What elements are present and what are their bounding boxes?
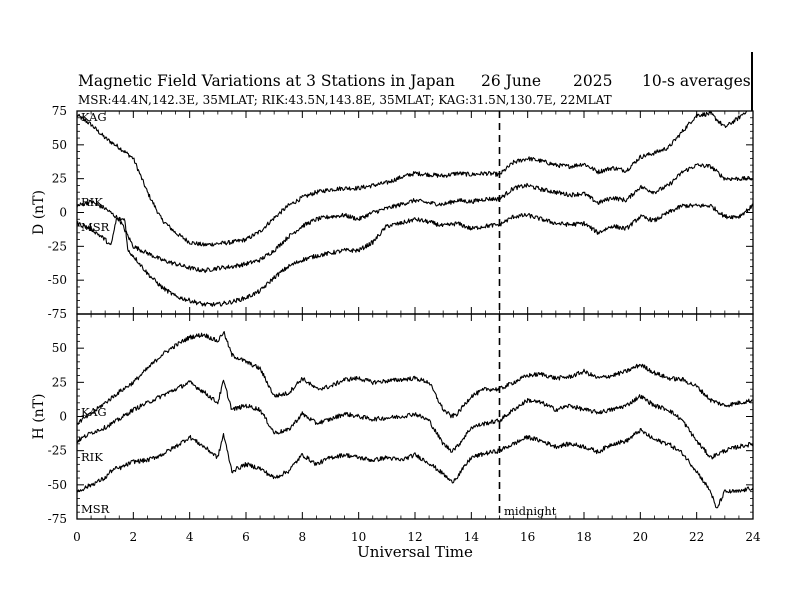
- d-label-msr: MSR: [81, 220, 110, 234]
- series-line-d-rik: [76, 163, 754, 274]
- h-label-rik: RIK: [81, 450, 103, 464]
- x-tick-label: 2: [130, 530, 138, 544]
- title-date: 26 June: [481, 72, 542, 90]
- x-tick-label: 6: [242, 530, 250, 544]
- x-tick-label: 4: [186, 530, 194, 544]
- y-axis-label: H (nT): [31, 394, 47, 440]
- station-info: MSR:44.4N,142.3E, 35MLAT; RIK:43.5N,143.…: [78, 93, 612, 107]
- panel-frame-d: [76, 110, 754, 315]
- x-tick-label: 12: [407, 530, 422, 544]
- series-line-h-kag: [76, 331, 754, 426]
- y-tick-label: -25: [48, 444, 67, 458]
- series-line-h-rik: [76, 379, 754, 460]
- title-text: Magnetic Field Variations at 3 Stations …: [78, 72, 455, 90]
- y-axis-label: D (nT): [31, 190, 47, 235]
- d-label-rik: RIK: [81, 195, 103, 209]
- y-tick-label: 75: [52, 104, 67, 118]
- y-tick-label: 50: [52, 138, 67, 152]
- h-label-kag: KAG: [81, 405, 107, 419]
- title-year: 2025: [573, 72, 613, 90]
- y-tick-label: 50: [52, 341, 67, 355]
- d-label-kag: KAG: [81, 110, 107, 124]
- x-tick-label: 10: [351, 530, 366, 544]
- y-tick-label: -75: [48, 512, 67, 526]
- x-tick-label: 8: [299, 530, 307, 544]
- series-line-d-kag: [76, 110, 753, 247]
- series-line-d-msr: [76, 203, 754, 307]
- x-tick-label: 24: [745, 530, 761, 544]
- x-axis-label: Universal Time: [357, 543, 473, 561]
- y-tick-label: -50: [48, 273, 67, 287]
- title-averaging: 10-s averages: [642, 72, 751, 90]
- h-label-msr: MSR: [81, 502, 110, 516]
- x-tick-label: 22: [689, 530, 704, 544]
- x-tick-label: 0: [73, 530, 81, 544]
- y-tick-label: 0: [59, 206, 67, 220]
- y-tick-label: 25: [52, 172, 67, 186]
- x-tick-label: 20: [633, 530, 648, 544]
- y-tick-label: -25: [48, 239, 67, 253]
- y-tick-label: -50: [48, 478, 67, 492]
- midnight-label: midnight: [504, 504, 557, 518]
- x-tick-label: 18: [576, 530, 591, 544]
- y-tick-label: 0: [59, 410, 67, 424]
- y-tick-label: -75: [48, 307, 67, 321]
- y-tick-label: 25: [52, 375, 67, 389]
- x-tick-label: 14: [464, 530, 480, 544]
- series-line-h-msr: [76, 427, 754, 509]
- x-tick-label: 16: [520, 530, 535, 544]
